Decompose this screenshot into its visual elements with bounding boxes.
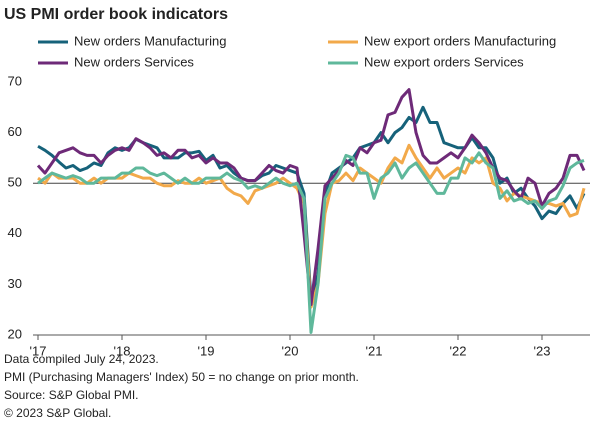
y-tick-label: 70 [8, 73, 22, 88]
x-tick-label: '18 [114, 343, 131, 358]
y-tick-label: 30 [8, 276, 22, 291]
x-tick-label: '17 [30, 343, 47, 358]
y-tick-label: 50 [8, 175, 22, 190]
x-tick-label: '21 [366, 343, 383, 358]
footnote: Data compiled July 24, 2023. [4, 352, 159, 366]
legend-label: New export orders Manufacturing [364, 33, 556, 48]
x-tick-label: '20 [282, 343, 299, 358]
series-line [37, 151, 585, 334]
chart-title: US PMI order book indicators [4, 6, 228, 23]
legend-label: New export orders Services [364, 54, 524, 69]
y-tick-label: 20 [8, 326, 22, 341]
series-line [37, 105, 586, 302]
footnote: PMI (Purchasing Managers' Index) 50 = no… [4, 370, 359, 384]
footnote: Source: S&P Global PMI. [4, 388, 139, 402]
x-tick-label: '19 [198, 343, 215, 358]
footnote: © 2023 S&P Global. [4, 406, 111, 420]
x-tick-label: '23 [534, 343, 551, 358]
legend-label: New orders Manufacturing [74, 33, 226, 48]
x-tick-label: '22 [450, 343, 467, 358]
y-tick-label: 60 [8, 124, 22, 139]
y-tick-label: 40 [8, 225, 22, 240]
legend-label: New orders Services [74, 54, 194, 69]
